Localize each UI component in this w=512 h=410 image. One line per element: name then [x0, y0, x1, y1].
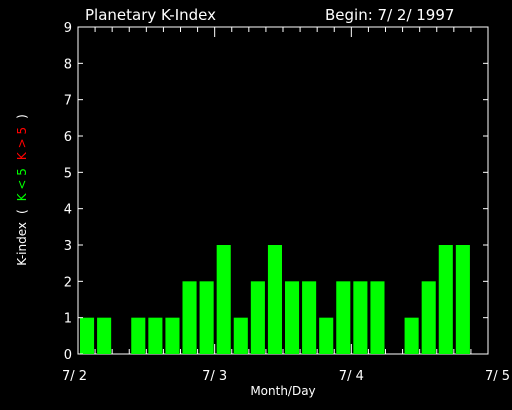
- y-axis-label: K-index ( K < 5 K > 5): [15, 114, 29, 266]
- bar-14: [319, 317, 334, 354]
- x-axis: 7/ 2 7/ 3 7/ 4 7/ 5: [62, 27, 510, 384]
- bar-13: [302, 281, 317, 354]
- bar-11: [267, 245, 282, 354]
- bar-4: [148, 317, 163, 354]
- bar-21: [438, 245, 453, 354]
- y-tick-label: 9: [64, 21, 72, 36]
- bar-10: [250, 281, 265, 354]
- bar-16: [353, 281, 368, 354]
- x-tick-label: 7/ 3: [202, 369, 227, 384]
- bar-0: [80, 317, 95, 354]
- bar-3: [131, 317, 146, 354]
- x-tick-label: 7/ 2: [62, 369, 87, 384]
- bar-12: [285, 281, 300, 354]
- x-axis-label: Month/Day: [250, 384, 315, 398]
- bar-20: [421, 281, 436, 354]
- x-tick-label: 7/ 5: [485, 369, 510, 384]
- bar-1: [97, 317, 112, 354]
- y-axis-label-part: ): [15, 114, 29, 119]
- y-axis-label-part: (: [15, 209, 29, 214]
- y-axis-label-text: K-index ( K < 5 K > 5): [15, 114, 29, 266]
- y-tick-label: 2: [64, 275, 72, 290]
- bar-5: [165, 317, 180, 354]
- y-axis: 0 1 2 3 4 5 6 7 8 9: [64, 21, 488, 363]
- bar-15: [336, 281, 351, 354]
- y-tick-label: 6: [64, 130, 72, 145]
- y-tick-label: 3: [64, 239, 72, 254]
- y-axis-label-part: K-index: [15, 222, 29, 266]
- bar-6: [182, 281, 197, 354]
- bar-17: [370, 281, 385, 354]
- chart-title: Planetary K-Index: [85, 6, 216, 24]
- y-tick-label: 5: [64, 166, 72, 181]
- bar-9: [233, 317, 248, 354]
- bar-series: [80, 245, 470, 354]
- bar-7: [199, 281, 214, 354]
- y-tick-label: 7: [64, 94, 72, 109]
- y-tick-label: 0: [64, 348, 72, 363]
- bar-19: [404, 317, 419, 354]
- y-tick-label: 4: [64, 203, 72, 218]
- begin-date-label: Begin: 7/ 2/ 1997: [325, 6, 454, 24]
- y-tick-label: 8: [64, 57, 72, 72]
- y-axis-label-part: K > 5: [15, 127, 29, 160]
- x-tick-label: 7/ 4: [339, 369, 364, 384]
- bar-22: [455, 245, 470, 354]
- y-tick-label: 1: [64, 312, 72, 327]
- y-axis-label-part: K < 5: [15, 168, 29, 201]
- bar-8: [216, 245, 231, 354]
